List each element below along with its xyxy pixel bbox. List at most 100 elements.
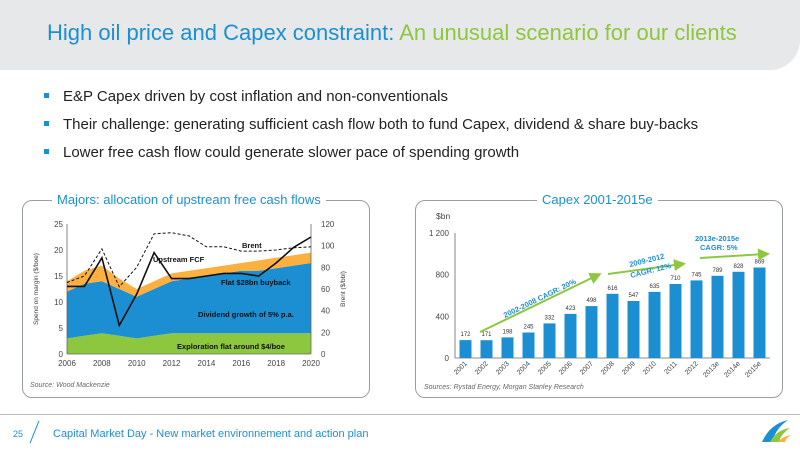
y-tick-label: 0: [59, 350, 64, 359]
bar: [522, 332, 535, 358]
x-tick-label: 2014: [198, 359, 216, 368]
y-tick-label: 0: [445, 354, 450, 363]
bullet-square-icon: [44, 121, 49, 126]
y-tick-label: 5: [59, 324, 64, 333]
left-source-text: : Wood Mackenzie: [52, 382, 110, 389]
left-source: Source: Wood Mackenzie: [30, 382, 110, 389]
annotation-2013-2015: 2013e-2015e: [695, 234, 739, 243]
page-title: High oil price and Capex constraint: An …: [47, 20, 737, 46]
bullet-item: Lower free cash flow could generate slow…: [44, 144, 698, 172]
brent-line: [66, 232, 312, 288]
y2-tick-label: 20: [321, 328, 330, 337]
x-tick-label: 2016: [232, 359, 250, 368]
right-source: Sources: Rystad Energy, Morgan Stanley R…: [424, 384, 584, 391]
annotation-exploration: Exploration flat around $4/boe: [177, 342, 285, 351]
bullet-text: E&P Capex driven by cost inflation and n…: [63, 88, 448, 105]
y-tick-label: 800: [436, 271, 450, 280]
bullet-square-icon: [44, 93, 49, 98]
x-tick-label: 2018: [267, 359, 285, 368]
x-tick-label: 2012: [163, 359, 181, 368]
footer-divider: [0, 414, 800, 415]
bar: [480, 340, 493, 358]
x-tick-label: 2011: [663, 360, 679, 376]
bar: [627, 301, 640, 358]
bar-value-label: 745: [691, 272, 702, 278]
y-tick-label: 1 200: [429, 229, 450, 238]
bar: [501, 337, 514, 358]
annotation-brent: Brent: [242, 241, 262, 250]
bar: [648, 291, 661, 358]
x-tick-label: 2013e: [702, 360, 721, 379]
bar-value-label: 171: [481, 332, 492, 338]
x-tick-label: 2006: [558, 360, 574, 376]
bullet-item: Their challenge: generating sufficient c…: [44, 116, 698, 144]
bar-value-label: 869: [754, 259, 765, 265]
bar: [753, 267, 766, 358]
x-tick-label: 2003: [495, 360, 511, 376]
annotation-cagr-5: CAGR: 5%: [700, 243, 738, 252]
bar-value-label: 172: [460, 332, 471, 338]
title-separator: :: [388, 20, 400, 45]
area-series-dividend: [67, 263, 311, 339]
bar-value-label: 423: [565, 306, 576, 312]
x-tick-label: 2005: [537, 360, 553, 376]
bullet-text: Their challenge: generating sufficient c…: [63, 116, 699, 133]
y2-axis-title: Brent ($/bbl): [340, 271, 347, 307]
bar-value-label: 198: [502, 329, 513, 335]
y2-tick-label: 80: [321, 263, 330, 272]
area-series-exploration: [67, 333, 311, 354]
y-tick-label: 25: [54, 220, 63, 229]
bar: [543, 323, 556, 358]
area-series-buyback: [67, 252, 311, 297]
x-tick-label: 2002: [474, 360, 490, 376]
title-part-1: High oil price and Capex constraint: [47, 20, 389, 45]
x-tick-label: 2006: [58, 359, 76, 368]
bullet-text: Lower free cash flow could generate slow…: [63, 144, 520, 161]
y-tick-label: 400: [436, 312, 450, 321]
title-band: [0, 0, 800, 70]
x-tick-label: 2004: [516, 360, 532, 376]
y2-tick-label: 60: [321, 285, 330, 294]
x-tick-label: 2007: [579, 360, 595, 376]
y2-tick-label: 0: [321, 350, 326, 359]
annotation-dividend: Dividend growth of 5% p.a.: [198, 310, 294, 319]
bar-value-label: 245: [523, 324, 534, 330]
left-chart-title: Majors: allocation of upstream free cash…: [52, 192, 326, 207]
annotation-buyback: Flat $28bn buyback: [221, 278, 291, 287]
bar-value-label: 332: [544, 315, 555, 321]
x-tick-label: 2020: [302, 359, 320, 368]
title-part-2: An unusual scenario for our clients: [399, 20, 737, 45]
bar-value-label: 547: [628, 293, 639, 299]
right-chart-title: Capex 2001-2015e: [537, 192, 658, 207]
page-number: 25: [13, 429, 24, 439]
y2-tick-label: 100: [321, 242, 335, 251]
annotation-cagr-2002-2008: 2002-2008 CAGR: 20%: [502, 277, 578, 320]
trend-arrow-2013-2015: [699, 248, 770, 261]
unit-label: $bn: [436, 211, 450, 221]
bullet-list: E&P Capex driven by cost inflation and n…: [44, 88, 698, 172]
x-tick-label: 2012: [684, 360, 700, 376]
bar: [459, 340, 472, 358]
bar-value-label: 635: [649, 284, 660, 290]
bar: [564, 313, 577, 358]
company-logo-icon: [762, 420, 791, 442]
y-tick-label: 20: [54, 246, 63, 255]
y2-tick-label: 120: [321, 220, 335, 229]
trend-arrow-2009-2012: [607, 259, 686, 275]
left-source-label: Source: [30, 382, 53, 389]
x-tick-label: 2008: [93, 359, 111, 368]
bar: [732, 271, 745, 359]
annotation-upstream-fcf: Upstream FCF: [153, 255, 205, 264]
x-tick-label: 2010: [128, 359, 146, 368]
y-tick-label: 15: [54, 272, 63, 281]
bar: [606, 293, 619, 358]
y-axis-title: Spend on margin ($/boe): [33, 253, 40, 325]
bar-value-label: 828: [733, 264, 744, 270]
x-tick-label: 2009: [621, 360, 637, 376]
bar-value-label: 498: [586, 298, 597, 304]
y2-tick-label: 40: [321, 307, 330, 316]
bar-value-label: 789: [712, 268, 723, 274]
x-tick-label: 2015e: [744, 360, 763, 379]
